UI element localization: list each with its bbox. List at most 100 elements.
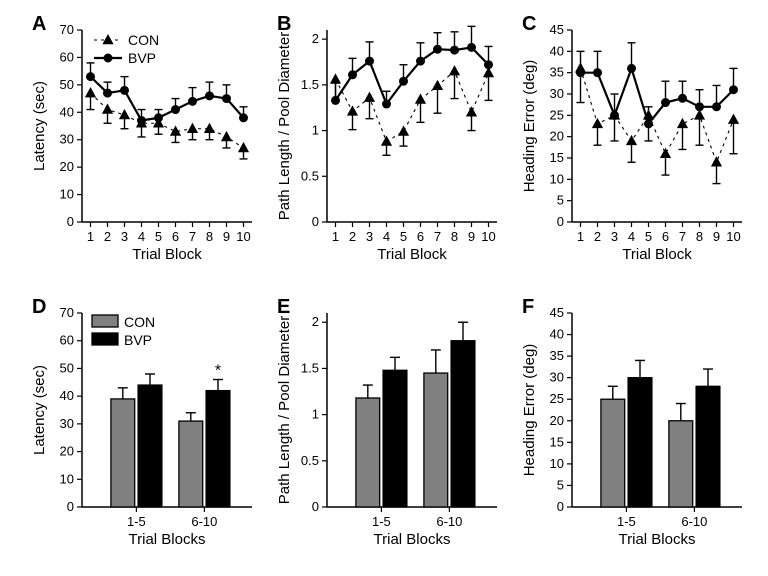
x-tick-label: 9 — [468, 229, 475, 244]
y-tick-label: 25 — [550, 391, 564, 406]
y-tick-label: 10 — [60, 471, 74, 486]
panel-letter: D — [32, 296, 46, 318]
y-tick-label: 70 — [60, 22, 74, 37]
y-axis-label: Path Length / Pool Diameter — [276, 316, 293, 504]
bar-bvp — [383, 370, 407, 507]
x-tick-label: 6-10 — [191, 514, 217, 529]
y-tick-label: 60 — [60, 49, 74, 64]
x-tick-label: 1-5 — [617, 514, 636, 529]
y-tick-label: 0.5 — [301, 453, 319, 468]
x-tick-label: 8 — [451, 229, 458, 244]
legend: CON BVP — [94, 32, 159, 66]
x-tick-label: 8 — [206, 229, 213, 244]
y-tick-label: 45 — [550, 305, 564, 320]
x-tick-label: 10 — [236, 229, 250, 244]
y-tick-label: 0 — [557, 499, 564, 514]
x-tick-label: 4 — [383, 229, 390, 244]
y-axis-label: Latency (sec) — [31, 365, 48, 455]
y-tick-label: 5 — [557, 193, 564, 208]
x-tick-label: 6-10 — [436, 514, 462, 529]
x-tick-label: 6-10 — [681, 514, 707, 529]
x-axis-label: Trial Block — [622, 246, 692, 263]
bar-bvp — [138, 385, 162, 507]
bar-con — [669, 421, 693, 507]
y-tick-label: 1.5 — [301, 360, 319, 375]
y-tick-label: 70 — [60, 305, 74, 320]
y-tick-label: 25 — [550, 107, 564, 122]
panel-letter: A — [32, 13, 46, 35]
y-tick-label: 40 — [550, 327, 564, 342]
x-tick-label: 3 — [366, 229, 373, 244]
panel-C: C051015202530354045Heading Error (deg)12… — [520, 12, 750, 272]
legend-label: CON — [128, 32, 159, 48]
bar-con — [356, 398, 380, 507]
panel-B: B00.511.52Path Length / Pool Diameter123… — [275, 12, 505, 272]
panel-letter: E — [277, 296, 290, 318]
y-axis-label: Path Length / Pool Diameter — [276, 32, 293, 220]
y-axis-label: Heading Error (deg) — [521, 60, 538, 193]
y-tick-label: 20 — [60, 444, 74, 459]
figure: A010203040506070Latency (sec)12345678910… — [0, 0, 768, 576]
x-tick-label: 1-5 — [372, 514, 391, 529]
y-tick-label: 1.5 — [301, 77, 319, 92]
y-tick-label: 0 — [312, 214, 319, 229]
panel-letter: B — [277, 13, 291, 35]
y-tick-label: 35 — [550, 348, 564, 363]
x-tick-label: 6 — [172, 229, 179, 244]
y-tick-label: 0 — [312, 499, 319, 514]
y-tick-label: 10 — [550, 456, 564, 471]
bar-bvp — [206, 391, 230, 507]
series-con — [331, 66, 494, 155]
y-tick-label: 0.5 — [301, 168, 319, 183]
x-tick-label: 2 — [594, 229, 601, 244]
x-tick-label: 4 — [138, 229, 145, 244]
x-tick-label: 1-5 — [127, 514, 146, 529]
series-bvp — [332, 26, 493, 108]
y-tick-label: 60 — [60, 333, 74, 348]
x-axis-label: Trial Blocks — [129, 531, 206, 548]
y-tick-label: 50 — [60, 77, 74, 92]
series-bvp — [577, 43, 738, 128]
y-tick-label: 15 — [550, 434, 564, 449]
x-tick-label: 7 — [679, 229, 686, 244]
x-axis-label: Trial Block — [132, 246, 202, 263]
legend-label: BVP — [128, 50, 156, 66]
bar-con — [111, 399, 135, 507]
y-tick-label: 30 — [60, 132, 74, 147]
y-tick-label: 5 — [557, 477, 564, 492]
legend-label: BVP — [124, 332, 152, 348]
x-tick-label: 2 — [104, 229, 111, 244]
bar-bvp — [628, 378, 652, 507]
legend-swatch — [92, 315, 118, 327]
bar-bvp — [451, 341, 475, 507]
panel-D: D010203040506070Latency (sec)1-56-10*Tri… — [30, 295, 260, 560]
x-tick-label: 3 — [121, 229, 128, 244]
y-tick-label: 50 — [60, 360, 74, 375]
y-tick-label: 40 — [60, 104, 74, 119]
x-tick-label: 2 — [349, 229, 356, 244]
y-tick-label: 10 — [60, 187, 74, 202]
x-axis-label: Trial Block — [377, 246, 447, 263]
y-tick-label: 30 — [60, 416, 74, 431]
x-tick-label: 6 — [662, 229, 669, 244]
legend-label: CON — [124, 314, 155, 330]
legend: CON BVP — [92, 314, 155, 348]
x-tick-label: 1 — [577, 229, 584, 244]
y-tick-label: 0 — [67, 214, 74, 229]
panel-E: E00.511.52Path Length / Pool Diameter1-5… — [275, 295, 505, 560]
y-axis-label: Heading Error (deg) — [521, 344, 538, 477]
y-tick-label: 15 — [550, 150, 564, 165]
y-tick-label: 30 — [550, 86, 564, 101]
panel-letter: C — [522, 13, 536, 35]
y-axis-label: Latency (sec) — [31, 81, 48, 171]
panel-A: A010203040506070Latency (sec)12345678910… — [30, 12, 260, 272]
panel-letter: F — [522, 296, 534, 318]
series-bvp — [87, 63, 248, 125]
x-tick-label: 1 — [332, 229, 339, 244]
x-tick-label: 4 — [628, 229, 635, 244]
sig-star: * — [215, 363, 221, 380]
y-tick-label: 20 — [550, 413, 564, 428]
x-tick-label: 9 — [223, 229, 230, 244]
y-tick-label: 1 — [312, 407, 319, 422]
x-tick-label: 7 — [189, 229, 196, 244]
